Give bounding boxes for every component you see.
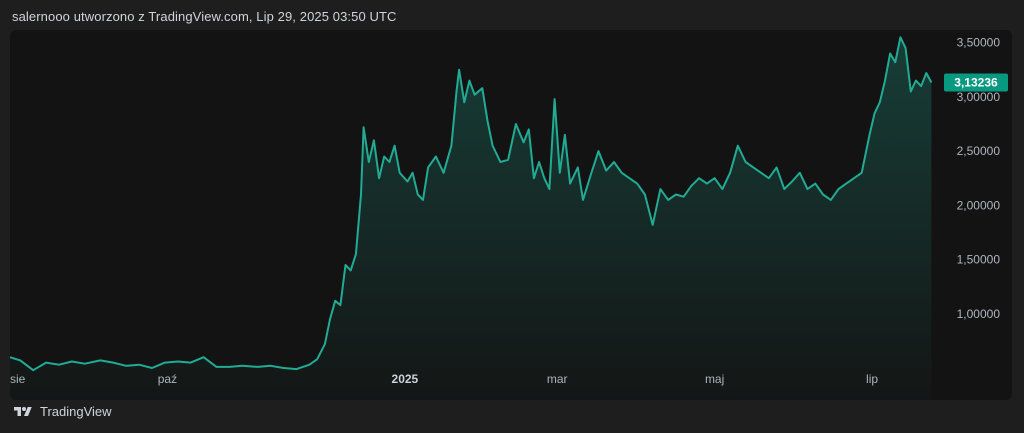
last-price-label: 3,13236 (954, 76, 998, 90)
price-line (10, 36, 933, 372)
y-axis: 3,50000 3,00000 2,50000 2,00000 1,50000 1,000… (957, 36, 1001, 321)
y-tick-label: 2,50000 (957, 144, 1001, 158)
chart-attribution: salernooo utworzono z TradingView.com, L… (12, 9, 397, 24)
tradingview-footer[interactable]: TradingView (12, 404, 112, 419)
y-tick-label: 3,00000 (957, 90, 1001, 104)
y-tick-label: 1,50000 (957, 253, 1001, 267)
y-tick-label: 1,00000 (957, 307, 1001, 321)
y-tick-label: 3,50000 (957, 36, 1001, 50)
y-tick-label: 2,00000 (957, 198, 1001, 212)
tradingview-brand-label: TradingView (40, 404, 112, 419)
price-area-fill (10, 37, 932, 400)
chart-area[interactable]: 3,50000 3,00000 2,50000 2,00000 1,50000 1,000… (10, 30, 1012, 400)
price-chart[interactable]: 3,50000 3,00000 2,50000 2,00000 1,50000 1,000… (10, 30, 1012, 400)
last-price-badge-bg (944, 73, 1008, 92)
last-price-badge: 3,13236 (944, 73, 1008, 92)
tradingview-logo-icon (14, 406, 32, 416)
